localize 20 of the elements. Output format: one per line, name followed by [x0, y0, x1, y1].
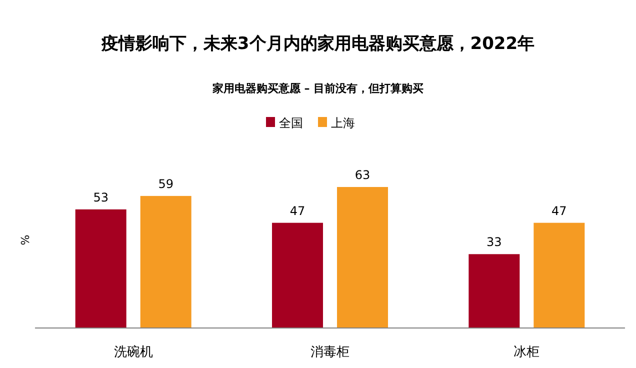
bar — [140, 196, 192, 328]
x-tick-label: 消毒柜 — [310, 345, 350, 360]
x-tick-label: 冰柜 — [514, 345, 540, 360]
legend-label: 上海 — [331, 116, 355, 130]
y-axis-title: % — [19, 234, 32, 246]
data-label: 59 — [158, 176, 174, 191]
data-label: 53 — [93, 190, 108, 204]
bar — [75, 209, 126, 328]
data-label: 33 — [486, 235, 502, 250]
bar — [272, 222, 323, 328]
data-label: 63 — [354, 168, 370, 182]
data-label: 47 — [552, 204, 567, 218]
chart-title: 疫情影响下，未来3个月内的家用电器购买意愿，2022年 — [100, 34, 535, 54]
data-label: 47 — [290, 204, 306, 218]
bar — [337, 187, 388, 328]
bar — [468, 254, 520, 328]
x-tick-label: 洗碗机 — [114, 345, 153, 360]
chart-subtitle: 家用电器购买意愿 – 目前没有，但打算购买 — [211, 82, 424, 95]
bar — [534, 222, 585, 328]
legend-label: 全国 — [279, 116, 303, 130]
